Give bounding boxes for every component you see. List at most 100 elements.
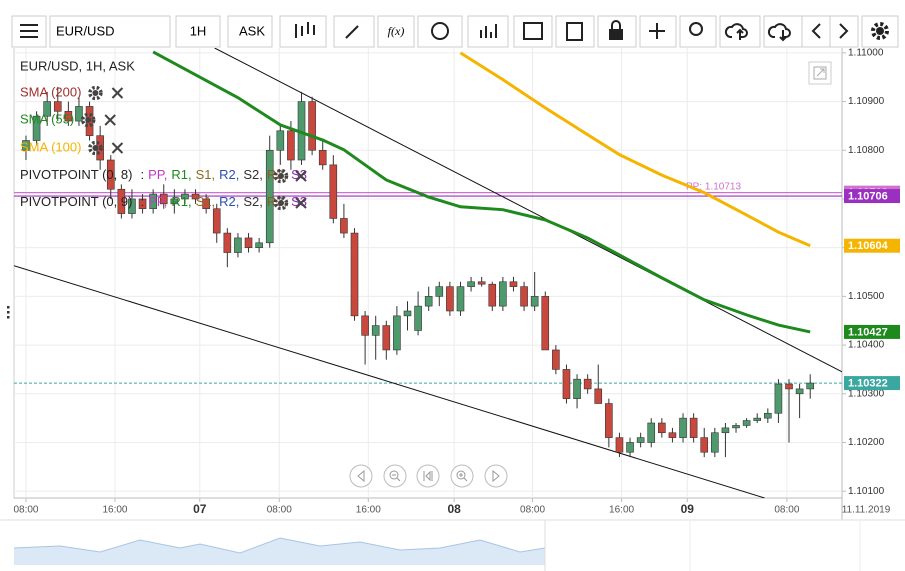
toolbar: EUR/USD 1H ASK f(x): [11, 15, 899, 48]
price-label-box: [844, 189, 900, 204]
date-label: 11.11.2019: [842, 505, 891, 516]
candle-body: [382, 325, 391, 351]
candle-body: [32, 115, 41, 141]
candle-body: [22, 140, 30, 151]
zoom-out-button[interactable]: [383, 464, 407, 488]
zoom-glyphs: [392, 473, 468, 482]
remove-icon[interactable]: [111, 87, 124, 99]
prev-icon: [811, 23, 821, 39]
y-tick-label: 1.10300: [848, 388, 885, 399]
remove-icon[interactable]: [104, 114, 116, 126]
candle-body: [626, 442, 634, 453]
scroll-right-button[interactable]: [484, 464, 508, 488]
price-type-text: ASK: [239, 23, 265, 38]
lock-shackle: [611, 20, 621, 29]
zoom-out-icon: [389, 470, 399, 480]
remove-icon[interactable]: [111, 142, 124, 154]
candle-body: [202, 198, 210, 210]
lock-icon: [609, 29, 623, 40]
legend-instrument: EUR/USD, 1H, ASK: [20, 58, 135, 73]
pivot-level: PP,: [148, 194, 167, 209]
candle-body: [806, 382, 815, 390]
remove-icon[interactable]: [295, 197, 307, 209]
pivot-lead: :: [140, 194, 144, 209]
symbol-text: EUR/USD: [56, 23, 115, 38]
candle-body: [159, 193, 168, 205]
price-label: 1.10604: [848, 240, 889, 252]
draw-button[interactable]: [333, 15, 375, 48]
prev-button[interactable]: [801, 15, 831, 48]
candle-body: [371, 325, 380, 336]
candle-body: [403, 310, 412, 317]
zoom-button[interactable]: [679, 15, 717, 48]
x-tick-label: 08: [447, 502, 461, 516]
interval-button[interactable]: [175, 15, 221, 48]
settings-icon[interactable]: [273, 168, 289, 184]
next-button[interactable]: [829, 15, 859, 48]
y-tick-label: 1.11000: [848, 48, 884, 59]
settings-core: [876, 27, 884, 35]
settings-core: [278, 200, 284, 206]
left-handle[interactable]: [7, 306, 10, 319]
candle-body: [64, 111, 73, 122]
candle-body: [499, 281, 507, 307]
candle-body: [679, 417, 687, 438]
sma-line: [152, 50, 811, 334]
candle-body: [583, 378, 592, 390]
zoom-in-button[interactable]: [450, 464, 474, 488]
settings-icon[interactable]: [273, 195, 289, 211]
candle-body: [170, 198, 179, 205]
pivot-level: R1,: [171, 167, 191, 182]
report-button[interactable]: [555, 15, 595, 48]
pivot-name: PIVOTPOINT (0, 8): [20, 167, 132, 182]
calendar-button[interactable]: [513, 15, 553, 48]
candle-body: [446, 286, 454, 312]
settings-icon[interactable]: [88, 85, 103, 101]
scroll-left-button[interactable]: [349, 464, 373, 488]
candle-body: [711, 432, 719, 453]
pivot-level: PP,: [148, 167, 167, 182]
settings-icon[interactable]: [80, 112, 96, 128]
candle-body: [435, 286, 444, 297]
candle-body: [181, 193, 189, 200]
price-label-box: [844, 376, 900, 391]
candle-body: [541, 296, 550, 351]
remove-icon[interactable]: [295, 170, 307, 182]
candle-body: [509, 281, 518, 287]
function-button[interactable]: [377, 15, 415, 48]
settings-core: [92, 90, 99, 96]
settings-icon[interactable]: [88, 140, 103, 156]
expand-button[interactable]: [808, 61, 832, 85]
candle-body: [106, 159, 115, 190]
symbol-input[interactable]: [49, 15, 171, 48]
candle-body: [552, 349, 560, 370]
handle-dot: [7, 311, 10, 314]
chart-type-icon: [295, 22, 315, 38]
candle-body: [742, 420, 751, 426]
candle-body: [647, 422, 656, 443]
pivot-level: S1,: [196, 167, 216, 182]
candle-body: [764, 412, 772, 419]
reset-button[interactable]: [416, 464, 440, 488]
trendline: [214, 48, 842, 373]
price-label-box: [844, 324, 900, 339]
draw-icon: [345, 25, 359, 39]
candle-body: [212, 208, 221, 234]
candle-body: [53, 101, 62, 112]
legend-indicator: SMA (100): [20, 139, 81, 154]
candle-body: [361, 315, 369, 336]
candle-body: [128, 198, 136, 214]
x-tick-label: 16:00: [356, 505, 381, 516]
candle-body: [350, 232, 359, 317]
candle-body: [689, 417, 698, 438]
candle-body: [149, 193, 157, 210]
pivot-level: S2,: [243, 167, 263, 182]
indicator-button[interactable]: [467, 15, 509, 48]
candle-body: [615, 437, 624, 453]
candle-body: [785, 383, 793, 390]
candle-body: [308, 101, 316, 151]
info-icon: [431, 22, 449, 40]
info-button[interactable]: [417, 15, 463, 48]
price-type-button[interactable]: [227, 15, 273, 48]
